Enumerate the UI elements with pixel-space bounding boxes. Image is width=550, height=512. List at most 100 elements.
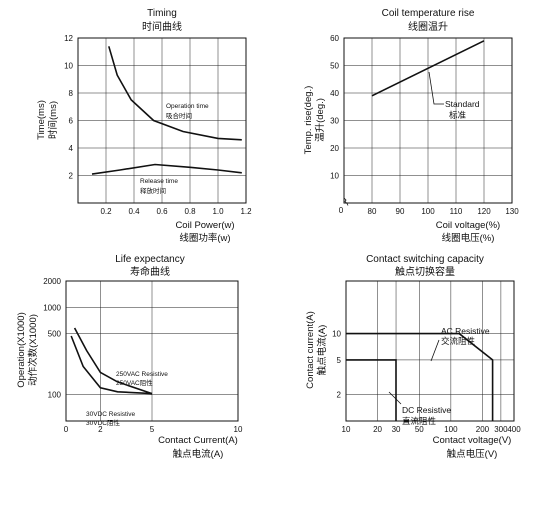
timing-y-tick-label: 12 bbox=[64, 34, 73, 43]
timing-grid bbox=[78, 38, 246, 203]
ac-resistive-label-cn: 250VAC阻性 bbox=[116, 378, 153, 387]
life-title-cn: 寿命曲线 bbox=[130, 265, 170, 278]
switch-grid bbox=[346, 281, 514, 421]
temp-x-label-cn: 线圈电压(%) bbox=[442, 232, 495, 244]
timing-x-label: Coil Power(w) bbox=[175, 220, 234, 231]
life-x-label-cn: 触点电流(A) bbox=[173, 448, 224, 460]
temp-series-line-1 bbox=[371, 40, 485, 97]
switch-plot-frame bbox=[345, 280, 515, 422]
switch-x-tick-label: 10 bbox=[342, 425, 351, 434]
release-time-label: Release time bbox=[140, 178, 178, 185]
temp-x-tick-label: 110 bbox=[450, 207, 463, 216]
switch-y-label: Contact current(A) bbox=[305, 311, 316, 389]
timing-y-tick-label: 4 bbox=[69, 144, 74, 153]
dc-resistive-label-cn: 30VDC阻性 bbox=[86, 418, 120, 427]
timing-x-tick-label: 1.2 bbox=[240, 207, 252, 216]
life-x-ticks: 0 2 5 10 bbox=[64, 425, 243, 434]
temp-x-tick-label: 120 bbox=[477, 207, 491, 216]
life-series bbox=[70, 327, 153, 395]
axis-break-mark bbox=[343, 197, 349, 206]
timing-y-tick-label: 6 bbox=[69, 117, 74, 126]
life-x-tick-label: 5 bbox=[150, 425, 155, 434]
temp-x-tick-label: 130 bbox=[505, 207, 519, 216]
temp-x-tick-label: 100 bbox=[421, 207, 435, 216]
life-y-label: Operation(X1000) bbox=[16, 312, 27, 388]
life-y-tick-label: 2000 bbox=[43, 277, 61, 286]
life-x-tick-label: 0 bbox=[64, 425, 69, 434]
switch-y-tick-label: 2 bbox=[337, 391, 342, 400]
standard-label: Standard bbox=[445, 99, 480, 109]
temp-y-label-cn: 温升(deg.) bbox=[315, 98, 326, 142]
timing-x-tick-label: 0.8 bbox=[184, 207, 196, 216]
ac-resistive-leader bbox=[430, 339, 440, 362]
temperature-rise-chart: Coil temperature rise 线圈温升 80 90 100 110 120… bbox=[303, 8, 519, 244]
switch-x-tick-label: 30 bbox=[392, 425, 401, 434]
timing-y-label-cn: 时间(ms) bbox=[47, 101, 59, 139]
timing-series bbox=[91, 46, 242, 175]
timing-chart: Timing 时间曲线 0.2 0.4 0.6 0.8 1.0 1.2 24681012 … bbox=[36, 8, 252, 244]
switch-x-tick-label: 50 bbox=[415, 425, 424, 434]
switch-x-label-cn: 触点电压(V) bbox=[447, 448, 498, 460]
switch-series bbox=[346, 332, 494, 421]
switch-series-line-1 bbox=[346, 332, 494, 421]
life-x-label: Contact Current(A) bbox=[158, 435, 238, 446]
life-y-tick-label: 1000 bbox=[43, 303, 61, 312]
timing-y-label: Time(ms) bbox=[36, 100, 47, 140]
life-series-line-1 bbox=[73, 327, 153, 395]
switch-y-tick-label: 5 bbox=[337, 356, 342, 365]
temp-y-ticks: 10 20 30 40 50 60 bbox=[330, 34, 339, 181]
release-time-label-cn: 释放时间 bbox=[140, 186, 166, 195]
timing-y-ticks: 2 4 6 8 10 12 bbox=[64, 34, 73, 181]
switch-x-ticks: 10 20 30 50 100 200 300 400 bbox=[342, 425, 522, 434]
temp-origin-label: 0 bbox=[339, 206, 344, 215]
dc-resistive-label: 30VDC Resistive bbox=[86, 411, 136, 418]
timing-x-tick-label: 1.0 bbox=[212, 207, 224, 216]
life-y-tick-label: 100 bbox=[48, 391, 62, 400]
switch-y-tick-label: 10 bbox=[332, 330, 341, 339]
life-title: Life expectancy bbox=[115, 254, 185, 265]
timing-x-tick-label: 0.2 bbox=[100, 207, 112, 216]
operation-time-label-cn: 吸合时间 bbox=[166, 111, 192, 120]
life-x-tick-label: 2 bbox=[98, 425, 103, 434]
standard-leader-line bbox=[428, 71, 444, 105]
timing-y-tick-label: 10 bbox=[64, 62, 73, 71]
temp-x-ticks: 80 90 100 110 120 130 bbox=[368, 207, 520, 216]
switch-y-ticks: 2 5 10 bbox=[332, 330, 341, 400]
switch-x-tick-label: 100 bbox=[444, 425, 458, 434]
switch-y-label-cn: 触点电流(A) bbox=[316, 325, 328, 376]
temp-y-tick-label: 40 bbox=[330, 89, 339, 98]
temp-y-tick-label: 30 bbox=[330, 117, 339, 126]
standard-label-cn: 标准 bbox=[449, 110, 467, 120]
timing-series-line-1 bbox=[108, 46, 242, 141]
life-expectancy-chart: Life expectancy 寿命曲线 0 2 5 10 100 500 1000 200… bbox=[16, 254, 243, 460]
dc-cap-label-cn: 直流阻性 bbox=[402, 416, 437, 426]
switch-series-line-2 bbox=[346, 359, 397, 421]
operation-time-label: Operation time bbox=[166, 103, 209, 110]
life-series-line-2 bbox=[70, 335, 153, 395]
switch-x-tick-label: 20 bbox=[373, 425, 382, 434]
timing-x-tick-label: 0.4 bbox=[128, 207, 140, 216]
switching-capacity-chart: Contact switching capacity 触点切换容量 10 20 30… bbox=[305, 254, 521, 460]
temp-x-label: Coil voltage(%) bbox=[436, 220, 500, 231]
timing-x-ticks: 0.2 0.4 0.6 0.8 1.0 1.2 bbox=[100, 207, 252, 216]
temp-x-tick-label: 90 bbox=[396, 207, 405, 216]
temp-x-tick-label: 80 bbox=[368, 207, 377, 216]
timing-title: Timing bbox=[147, 8, 177, 19]
timing-x-label-cn: 线圈功率(w) bbox=[179, 232, 230, 244]
switch-x-tick-label: 300 bbox=[494, 425, 508, 434]
timing-series-line-2 bbox=[91, 163, 242, 175]
temp-y-label: Temp. rise(deg.) bbox=[303, 86, 314, 155]
dc-cap-label: DC Resistive bbox=[402, 405, 451, 415]
timing-y-tick-label: 8 bbox=[69, 89, 74, 98]
temp-y-tick-label: 10 bbox=[330, 172, 339, 181]
timing-title-cn: 时间曲线 bbox=[142, 20, 182, 33]
ac-cap-label-cn: 交流阻性 bbox=[441, 336, 476, 346]
switch-title: Contact switching capacity bbox=[366, 254, 484, 265]
switch-x-tick-label: 200 bbox=[476, 425, 490, 434]
life-grid bbox=[66, 281, 238, 421]
dc-resistive-leader bbox=[388, 391, 402, 405]
life-x-tick-label: 10 bbox=[234, 425, 243, 434]
switch-title-cn: 触点切换容量 bbox=[395, 265, 455, 278]
temp-series bbox=[371, 40, 485, 97]
temp-y-tick-label: 20 bbox=[330, 144, 339, 153]
